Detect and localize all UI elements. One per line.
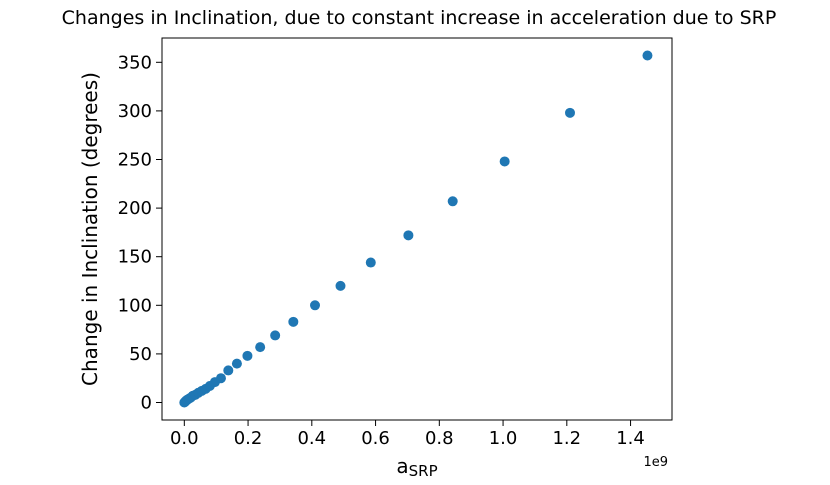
x-axis: 0.0 0.2 0.4 0.6 0.8 1.0 1.2 1.4 [170,420,645,449]
data-point [242,350,253,361]
data-point [447,196,458,207]
x-axis-label-subscript: SRP [409,462,438,480]
data-point [255,342,266,353]
data-point [642,50,653,61]
x-axis-label: aSRP [396,454,437,480]
chart-title: Changes in Inclination, due to constant … [62,7,777,29]
data-points [179,50,653,408]
x-tick-label: 1.4 [616,428,645,449]
y-tick-label: 100 [118,295,152,316]
data-point [288,316,299,327]
y-axis: 0 50 100 150 200 250 300 350 [118,52,162,414]
data-point [223,365,234,376]
data-point [499,156,510,167]
y-axis-label: Change in Inclination (degrees) [78,72,102,386]
data-point [335,280,346,291]
data-point [403,230,414,241]
y-tick-label: 200 [118,198,152,219]
x-tick-label: 0.0 [170,428,199,449]
x-tick-label: 1.2 [552,428,581,449]
y-tick-label: 350 [118,52,152,73]
y-tick-label: 300 [118,101,152,122]
data-point [270,330,281,341]
data-point [231,358,242,369]
x-tick-label: 1.0 [489,428,518,449]
data-point [365,257,376,268]
x-axis-offset-label: 1e9 [643,455,668,470]
plot-area [161,37,673,421]
x-tick-label: 0.4 [297,428,326,449]
x-tick-label: 0.6 [361,428,390,449]
x-axis-label-main: a [396,454,408,478]
data-point [565,107,575,118]
x-tick-label: 0.2 [234,428,263,449]
y-tick-label: 50 [129,344,152,365]
y-tick-label: 250 [118,150,152,171]
data-point [310,300,320,311]
y-tick-label: 150 [118,247,152,268]
x-tick-label: 0.8 [425,428,454,449]
y-tick-label: 0 [141,393,152,414]
data-point [215,373,226,384]
